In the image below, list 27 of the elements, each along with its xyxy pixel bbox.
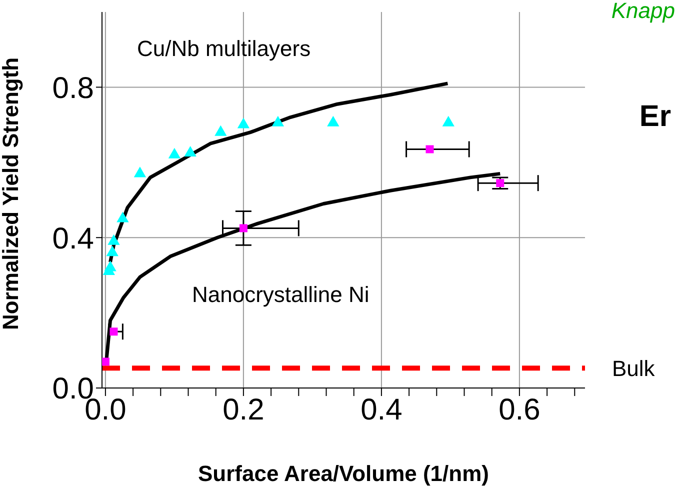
point (102, 358, 110, 366)
y-axis-title: Normalized Yield Strength (0, 57, 23, 330)
point (327, 116, 340, 126)
x-axis-title: Surface Area/Volume (1/nm) (198, 461, 489, 486)
annotation: Cu/Nb multilayers (137, 36, 311, 62)
text: Knapp (611, 0, 675, 24)
text: Er (639, 100, 671, 134)
point (272, 116, 284, 126)
y-tick-label: 0.8 (52, 72, 94, 105)
point (239, 224, 248, 232)
point (442, 116, 454, 126)
x-tick-label: 0.6 (498, 393, 540, 426)
y-tick-label: 0.4 (52, 222, 94, 256)
point (110, 328, 118, 336)
point (184, 146, 196, 157)
point (214, 125, 227, 136)
point (108, 234, 120, 245)
point (104, 260, 116, 272)
point (237, 118, 250, 128)
x-tick-label: 0.2 (222, 393, 264, 426)
point (168, 148, 181, 158)
annotation: Nanocrystalline Ni (192, 282, 370, 308)
point (106, 246, 118, 256)
point (116, 212, 129, 222)
x-tick-label: 0.4 (360, 393, 402, 426)
ref-line-label: Bulk (612, 356, 656, 381)
point (134, 166, 146, 178)
